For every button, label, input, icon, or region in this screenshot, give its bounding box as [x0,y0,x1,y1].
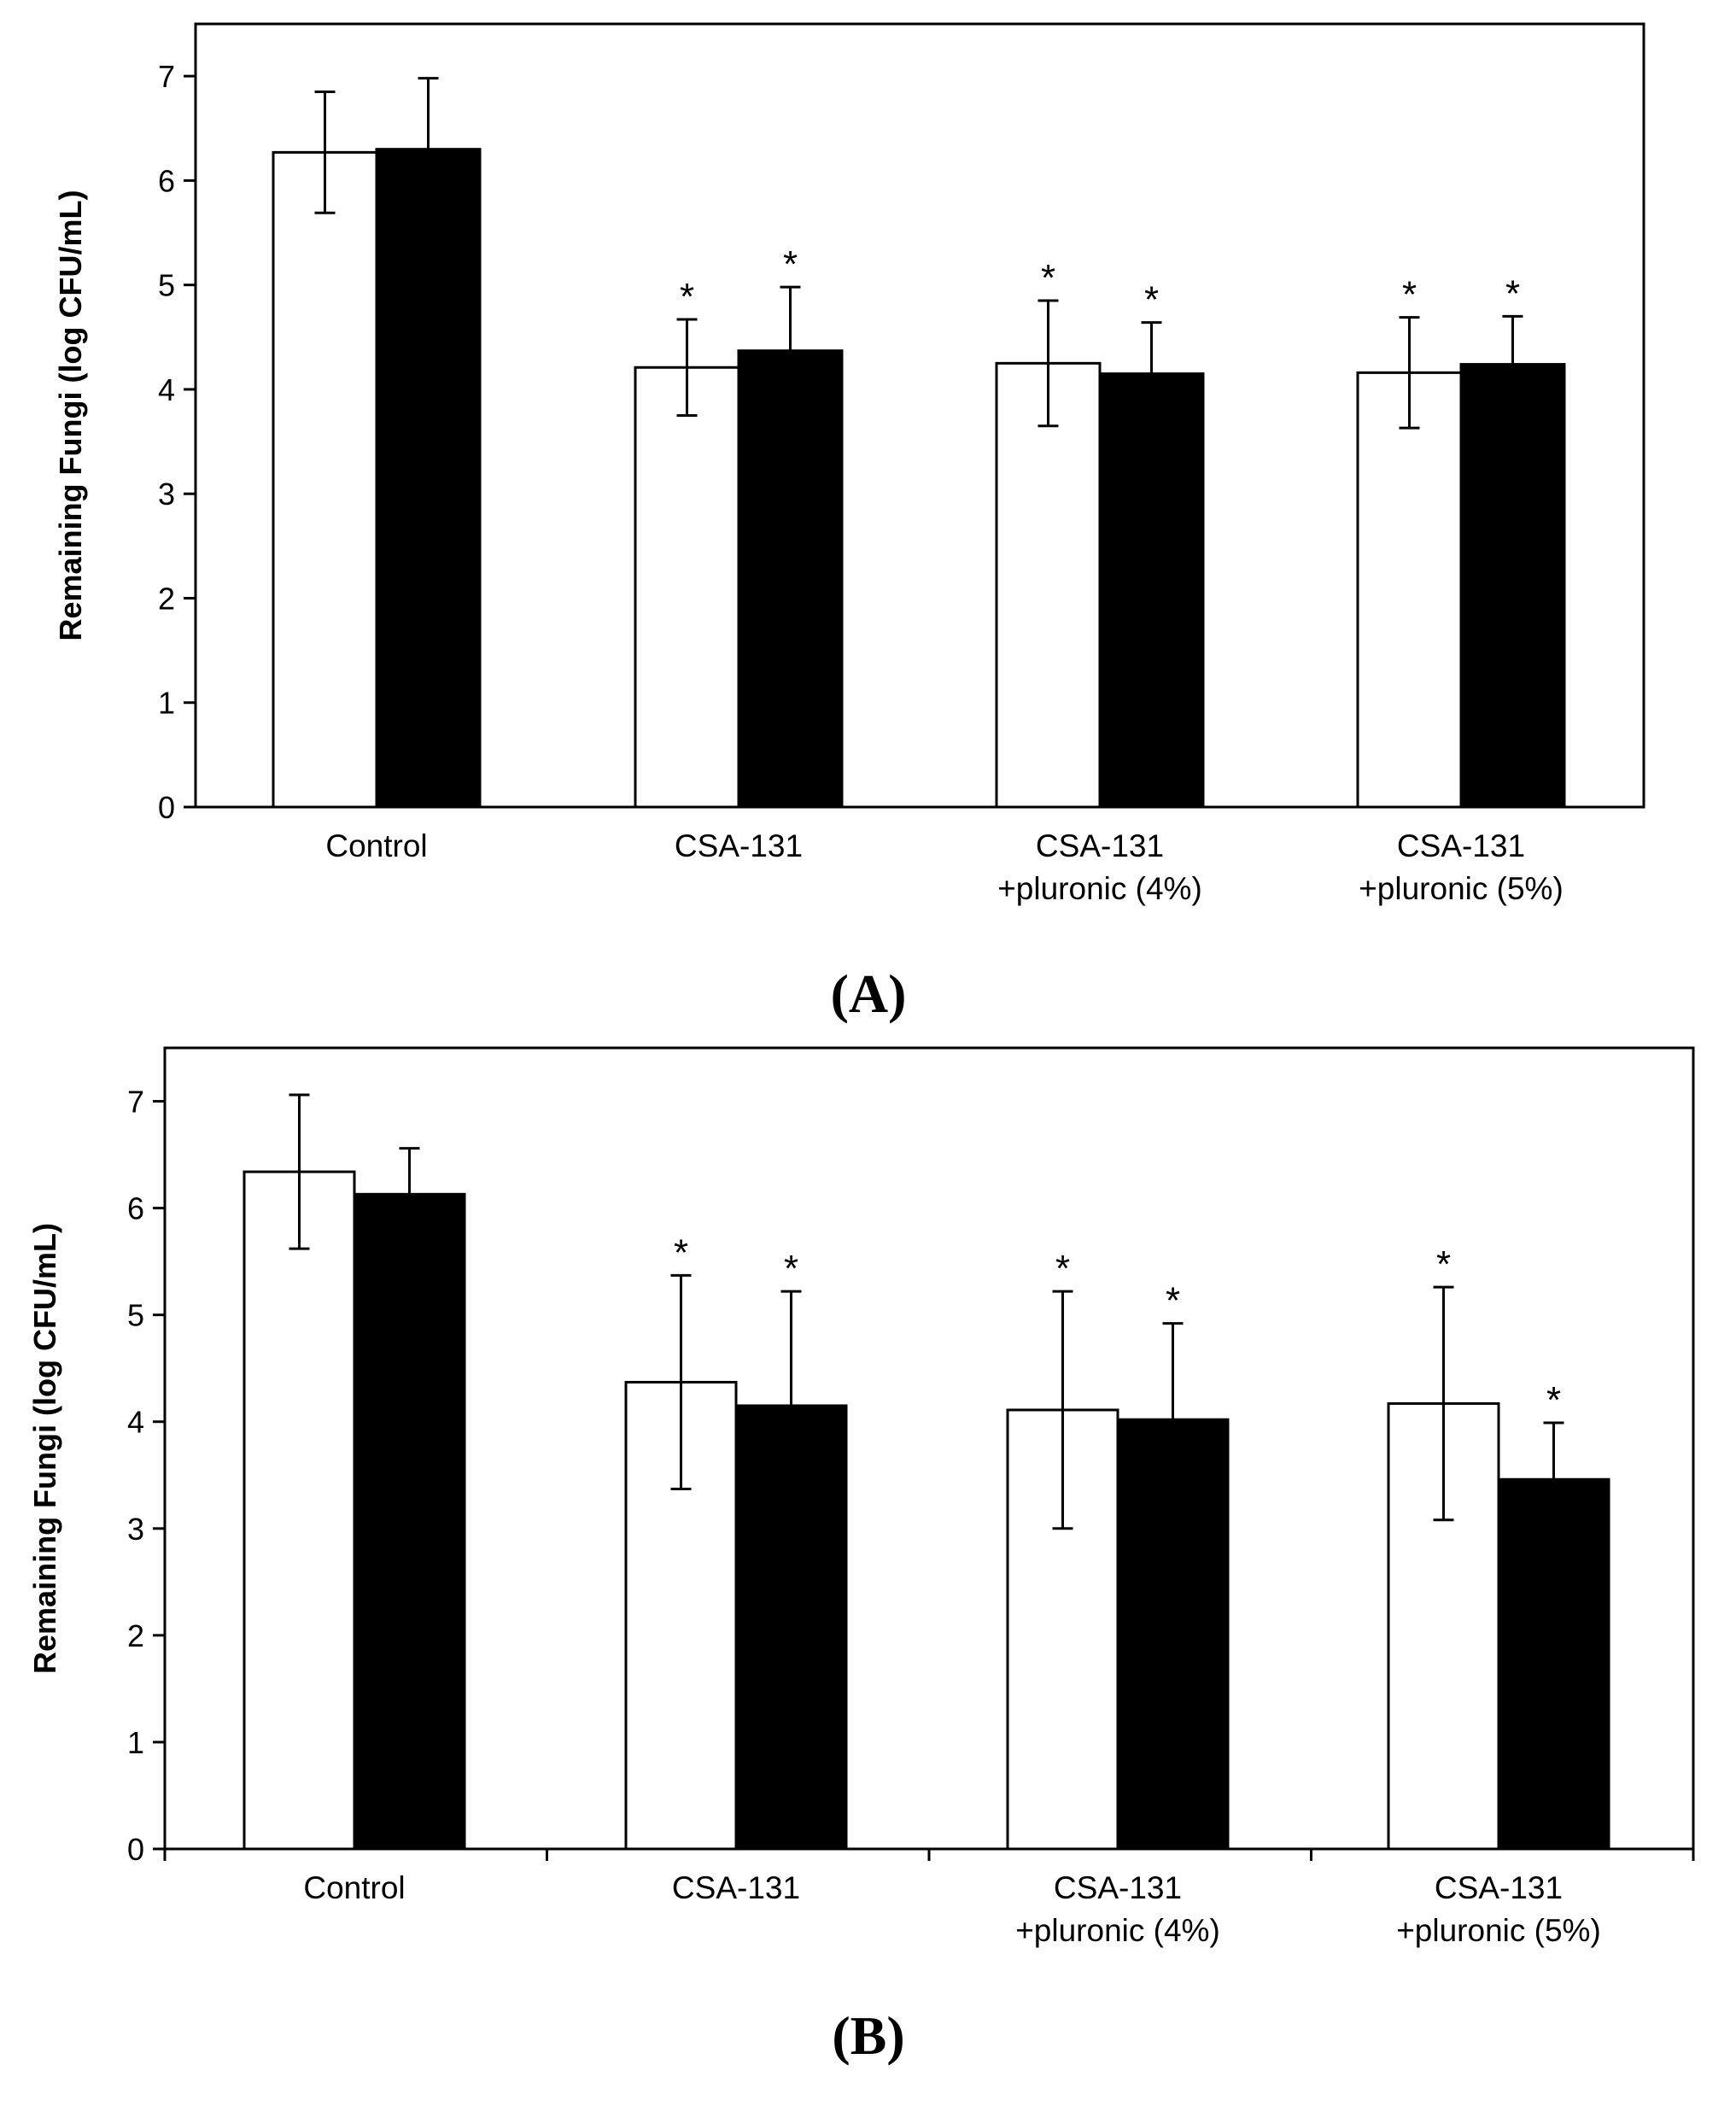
bar-black [353,1192,466,1851]
y-tick-label: 1 [127,1725,144,1760]
category-label: +pluronic (4%) [997,871,1202,906]
bar-black [737,349,844,809]
plot-frame [194,22,1645,809]
significance-star: * [674,1231,688,1273]
significance-star: * [1041,257,1055,299]
significance-star: * [1546,1379,1561,1421]
y-tick-label: 5 [158,268,175,303]
significance-star: * [1166,1280,1180,1322]
bar-white [634,366,740,809]
y-tick-label: 2 [158,581,175,616]
y-tick-label: 2 [127,1618,144,1653]
category-label: CSA-131 [1397,828,1525,863]
y-tick-label: 3 [158,477,175,512]
y-tick-label: 7 [158,59,175,94]
category-label: CSA-131 [1435,1870,1563,1905]
category-label: CSA-131 [672,1870,800,1905]
bar-white [995,361,1102,809]
y-tick-label: 6 [127,1191,144,1226]
y-axis-label: Remaining Fungi (log CFU/mL) [27,1223,62,1674]
y-tick-label: 0 [127,1832,144,1867]
bar-black [1459,363,1566,809]
y-tick-label: 7 [127,1085,144,1120]
bar-white [1356,371,1463,809]
significance-star: * [1505,272,1520,314]
bar-black [1098,372,1205,809]
y-axis-label: Remaining Fungi (log CFU/mL) [53,190,88,641]
y-tick-label: 5 [127,1298,144,1333]
panel-label: (A) [831,963,907,1024]
bar-black [375,148,482,809]
y-tick-label: 0 [158,790,175,825]
y-tick-label: 6 [158,163,175,198]
category-label: +pluronic (5%) [1396,1913,1601,1948]
significance-star: * [783,243,798,285]
y-tick-label: 4 [158,372,175,407]
significance-star: * [784,1248,798,1290]
significance-star: * [1436,1243,1451,1285]
category-label: CSA-131 [1036,828,1164,863]
significance-star: * [1144,279,1159,321]
category-label: Control [325,828,427,863]
category-label: +pluronic (4%) [1015,1913,1220,1948]
significance-star: * [1402,274,1417,316]
bar-white [272,150,378,809]
category-label: Control [303,1870,405,1905]
y-tick-label: 4 [127,1405,144,1440]
significance-star: * [1055,1248,1070,1290]
y-tick-label: 1 [158,686,175,721]
category-label: CSA-131 [675,828,803,863]
bar-white [243,1170,356,1851]
chart-panel-a: 0 1 2 3 4 5 6 7 Remaining Fungi (log CFU/mL) * * * *… [53,22,1645,1024]
category-label: CSA-131 [1054,1870,1182,1905]
chart-panel-b: 0 1 2 3 4 5 6 7 Remaining Fungi (log CFU/mL) * * * *… [27,1046,1695,2066]
bar-black [1497,1477,1610,1851]
significance-star: * [680,276,694,318]
y-tick-label: 3 [127,1512,144,1547]
panel-label: (B) [832,2005,904,2066]
category-label: +pluronic (5%) [1359,871,1564,906]
